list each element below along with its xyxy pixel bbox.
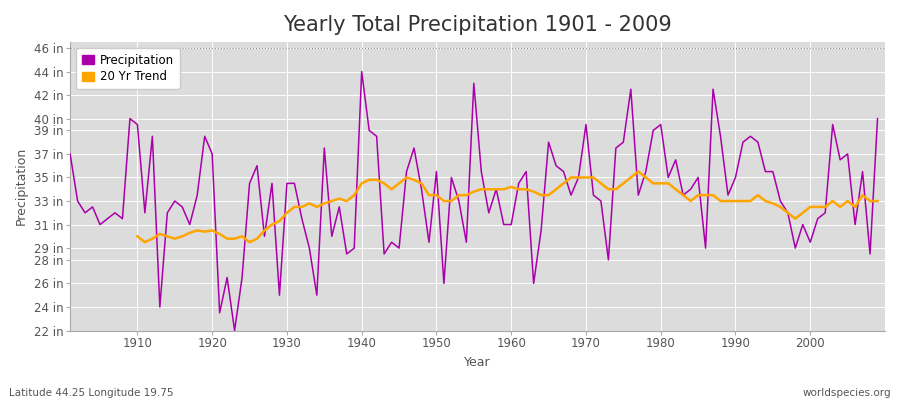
X-axis label: Year: Year [464,356,491,369]
Legend: Precipitation, 20 Yr Trend: Precipitation, 20 Yr Trend [76,48,180,89]
Text: Latitude 44.25 Longitude 19.75: Latitude 44.25 Longitude 19.75 [9,388,174,398]
Y-axis label: Precipitation: Precipitation [15,147,28,226]
Text: worldspecies.org: worldspecies.org [803,388,891,398]
Title: Yearly Total Precipitation 1901 - 2009: Yearly Total Precipitation 1901 - 2009 [284,15,672,35]
